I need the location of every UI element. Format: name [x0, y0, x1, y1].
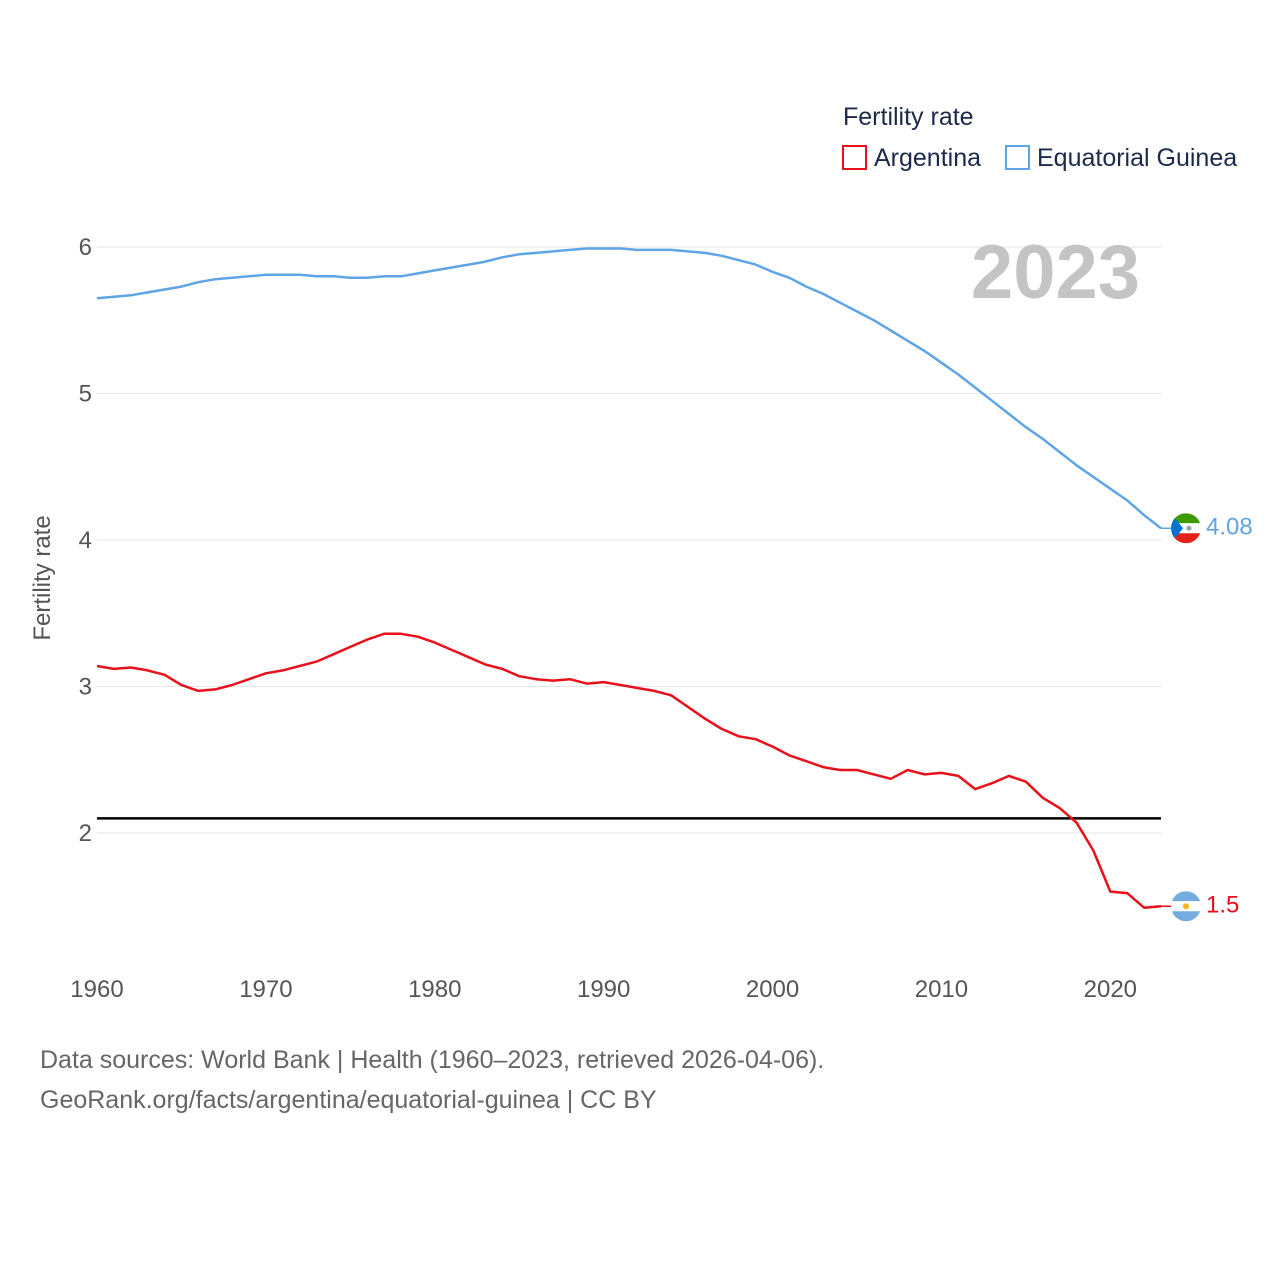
gridlines — [97, 246, 1161, 834]
series-line-equatorial-guinea[interactable] — [96, 247, 1162, 530]
y-tick-label: 4 — [79, 527, 92, 554]
legend-label-argentina[interactable]: Argentina — [874, 144, 981, 172]
argentina-flag-icon — [1171, 891, 1201, 922]
series — [96, 247, 1171, 909]
x-tick-label: 1960 — [70, 976, 123, 1003]
source-line: Data sources: World Bank | Health (1960–… — [40, 1046, 825, 1074]
y-axis-title: Fertility rate — [29, 515, 56, 640]
x-tick-label: 2010 — [915, 976, 968, 1003]
x-tick-label: 1990 — [577, 976, 630, 1003]
x-tick-label: 1980 — [408, 976, 461, 1003]
legend: Fertility rate Argentina Equatorial Guin… — [842, 103, 1237, 172]
equatorial-guinea-flag-icon — [1171, 513, 1201, 544]
y-tick-label: 3 — [79, 674, 92, 701]
attribution-line[interactable]: GeoRank.org/facts/argentina/equatorial-g… — [40, 1086, 657, 1114]
y-tick-label: 2 — [79, 820, 92, 847]
legend-title: Fertility rate — [843, 103, 974, 131]
year-watermark: 2023 — [971, 230, 1140, 315]
x-tick-label: 2020 — [1084, 976, 1137, 1003]
data-source-footer: Data sources: World Bank | Health (1960–… — [40, 1040, 824, 1120]
legend-swatch-equatorial-guinea[interactable] — [1005, 145, 1030, 170]
x-axis-ticks: 1960 1970 1980 1990 2000 2010 2020 — [70, 976, 1137, 1003]
legend-swatch-argentina[interactable] — [842, 145, 867, 170]
legend-label-equatorial-guinea[interactable]: Equatorial Guinea — [1037, 144, 1237, 172]
y-axis-ticks: 2 3 4 5 6 — [79, 234, 92, 847]
x-tick-label: 2000 — [746, 976, 799, 1003]
x-tick-label: 1970 — [239, 976, 292, 1003]
y-tick-label: 5 — [79, 381, 92, 408]
y-tick-label: 6 — [79, 234, 92, 261]
end-label-argentina: 1.5 — [1206, 891, 1239, 918]
end-label-equatorial-guinea: 4.08 — [1206, 513, 1253, 540]
series-line-argentina[interactable] — [96, 632, 1162, 909]
